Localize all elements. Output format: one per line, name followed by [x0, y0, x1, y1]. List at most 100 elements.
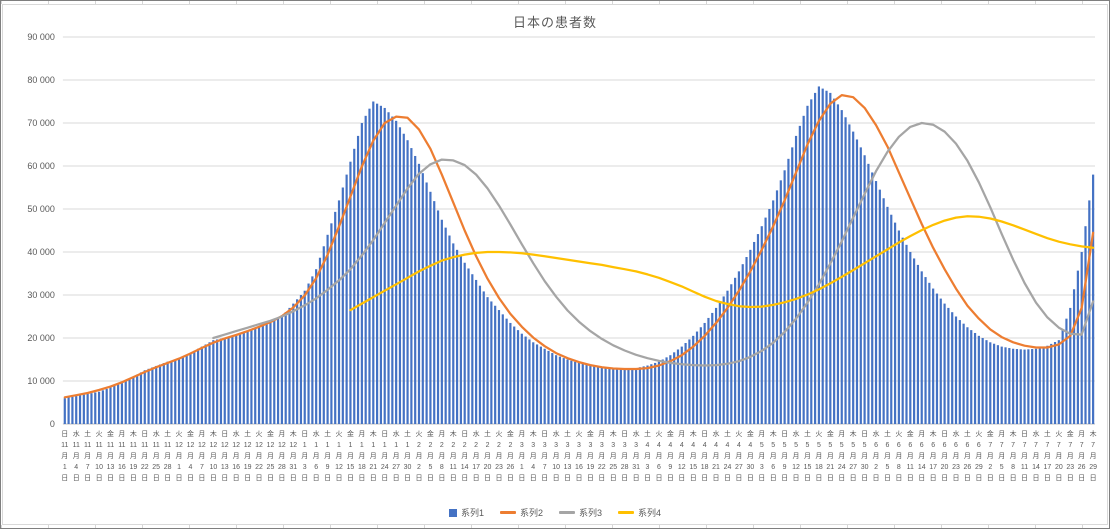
bar	[966, 327, 969, 424]
bar	[615, 368, 619, 424]
bar	[836, 104, 840, 425]
bar	[505, 318, 508, 424]
bar	[844, 117, 847, 425]
bar	[973, 332, 977, 424]
x-axis-label: 水 11 月 25 日	[152, 429, 160, 482]
bar	[368, 108, 371, 425]
x-axis-label: 月 11 月 16 日	[118, 430, 126, 482]
bar	[669, 355, 672, 424]
bar	[475, 279, 478, 424]
bar	[128, 378, 131, 424]
bar	[1034, 348, 1038, 424]
x-axis-label: 土 3 月 13 日	[564, 429, 572, 482]
bar	[859, 147, 862, 424]
bar	[650, 364, 653, 424]
x-axis-label: 火 6 月 29 日	[975, 430, 983, 482]
bar	[985, 340, 988, 424]
y-axis-label: 80 000	[27, 75, 54, 85]
bar	[292, 303, 295, 424]
x-axis-label: 日 11 月 1 日	[61, 430, 68, 482]
bar	[794, 135, 798, 424]
series-系列1[interactable]	[63, 86, 1095, 425]
x-axis-label: 金 12 月 25 日	[267, 429, 275, 482]
bar	[1012, 348, 1015, 424]
x-axis-label: 火 12 月 1 日	[175, 430, 183, 482]
bar	[311, 276, 314, 424]
bar	[235, 335, 238, 424]
bar	[532, 342, 535, 424]
legend-item-系列1[interactable]: 系列1	[448, 506, 484, 519]
bar	[935, 293, 939, 424]
bar	[551, 353, 554, 424]
series-line-系列2[interactable]	[63, 93, 1095, 399]
bar	[646, 365, 649, 424]
bar	[1004, 347, 1007, 424]
x-axis-label: 月 12 月 7 日	[198, 430, 206, 482]
x-axis-label: 土 2 月 20 日	[484, 429, 492, 482]
bar	[158, 364, 162, 424]
bar	[455, 249, 459, 424]
legend-bar-swatch-icon	[448, 508, 457, 517]
x-axis-label: 金 4 月 30 日	[746, 429, 754, 482]
x-axis-label: 火 12 月 22 日	[255, 430, 263, 482]
x-axis-label: 金 11 月 13 日	[107, 429, 115, 482]
bar	[897, 230, 900, 424]
bar	[699, 327, 702, 424]
bar	[204, 344, 207, 424]
bar	[852, 131, 855, 424]
bar	[817, 86, 820, 424]
x-axis-label: 日 3 月 28 日	[621, 430, 629, 482]
x-axis-label: 木 12 月 31 日	[289, 429, 297, 482]
bar	[238, 334, 242, 424]
bar	[288, 307, 291, 424]
bar	[634, 368, 638, 424]
legend-item-系列2[interactable]: 系列2	[499, 506, 543, 519]
worksheet-gridlines-top	[1, 1, 1109, 4]
bar	[711, 312, 714, 424]
x-axis-label: 日 12 月 13 日	[221, 430, 229, 482]
chart-area[interactable]: 0 10 000 20 000 30 000 40 000 50 000 60 000 70 …	[2, 4, 1108, 525]
legend-line-swatch-icon	[499, 511, 516, 514]
bar	[516, 330, 520, 424]
bar	[692, 335, 695, 424]
legend-item-系列3[interactable]: 系列3	[559, 506, 602, 519]
bar	[1023, 349, 1026, 424]
bar	[958, 320, 961, 424]
bar	[117, 384, 120, 424]
bar	[589, 365, 592, 424]
bar	[315, 269, 318, 424]
x-axis-label: 水 3 月 31 日	[632, 429, 640, 482]
bar	[893, 222, 897, 424]
bar	[1061, 329, 1064, 424]
bar	[170, 360, 173, 424]
bar	[673, 352, 676, 424]
legend: 系列1 系列2 系列3 系列4	[3, 506, 1107, 519]
bar	[642, 366, 645, 424]
bar	[905, 244, 908, 424]
bar	[120, 383, 124, 424]
legend-item-系列4[interactable]: 系列4	[618, 506, 661, 519]
bar	[943, 303, 946, 424]
bar	[874, 181, 878, 424]
bar	[631, 368, 634, 424]
series-line-系列4[interactable]	[349, 215, 1095, 312]
series-line-系列3[interactable]	[212, 121, 1095, 367]
x-axis-label: 金 5 月 21 日	[826, 429, 834, 482]
bar	[376, 103, 379, 425]
bar	[166, 361, 169, 424]
bar	[798, 125, 801, 425]
bar	[638, 367, 641, 424]
legend-label: 系列3	[579, 508, 603, 518]
x-axis-label: 水 5 月 12 日	[792, 429, 800, 482]
x-axis-label: 金 1 月 15 日	[347, 429, 355, 482]
bar	[612, 368, 615, 424]
bar	[909, 252, 912, 424]
